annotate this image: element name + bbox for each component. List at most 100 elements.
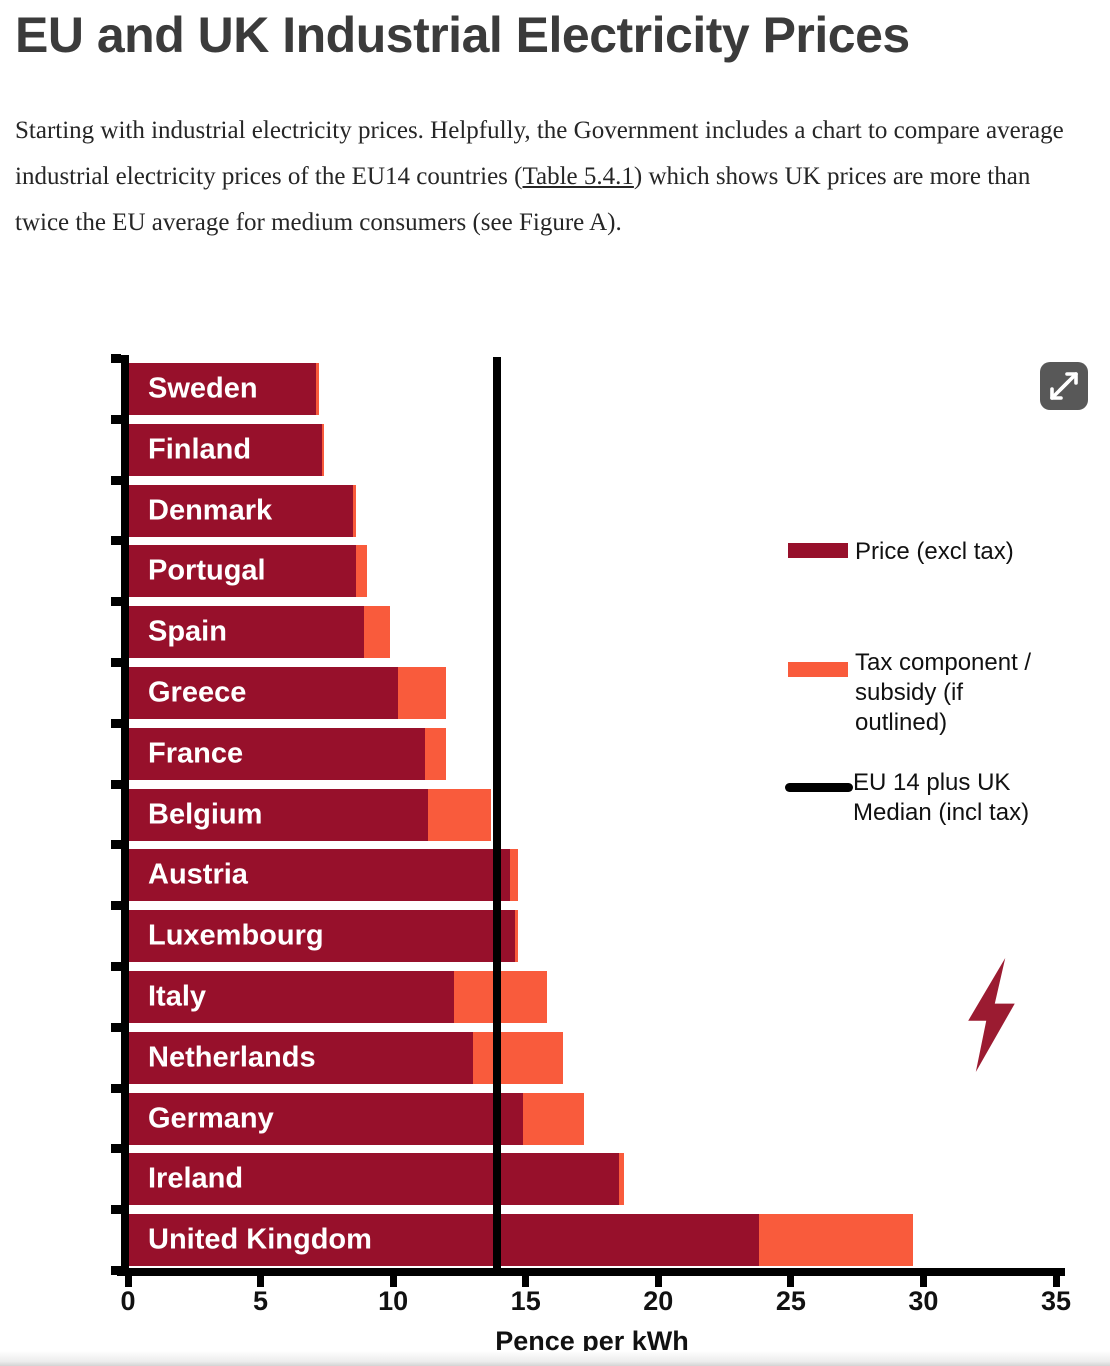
expand-chart-button[interactable] (1040, 362, 1088, 410)
country-label: Belgium (148, 798, 263, 831)
country-label: Italy (148, 980, 207, 1013)
tax-component-segment (316, 363, 319, 415)
x-tick-label: 15 (510, 1286, 541, 1316)
x-tick (389, 1276, 397, 1287)
tax-component-segment (356, 545, 367, 598)
price-excl-tax-swatch (788, 543, 848, 558)
bar-row-spain: Spain (0, 606, 1110, 659)
country-label: Greece (148, 676, 247, 709)
price-excl-tax-segment (128, 423, 322, 476)
tax-component-segment (618, 1153, 624, 1206)
country-label: Netherlands (148, 1041, 316, 1074)
x-tick-label: 10 (378, 1286, 409, 1316)
country-label: Sweden (148, 372, 258, 405)
y-tick (111, 597, 121, 607)
country-label: Finland (148, 433, 252, 466)
country-label: Denmark (148, 494, 273, 527)
x-tick (919, 1276, 927, 1287)
bar-row-netherlands: Netherlands (0, 1031, 1110, 1084)
y-tick (111, 718, 121, 728)
x-axis-line (117, 1268, 1065, 1276)
legend-label: Price (excl tax) (855, 538, 1014, 565)
y-tick (111, 536, 121, 546)
bar-row-finland: Finland (0, 423, 1110, 476)
expand-arrows-icon (1050, 372, 1078, 400)
y-tick (111, 1266, 121, 1275)
bar-row-luxembourg: Luxembourg (0, 910, 1110, 963)
country-label: Spain (148, 615, 227, 648)
price-excl-tax-segment (128, 484, 354, 537)
y-tick (111, 414, 121, 424)
y-tick (111, 962, 121, 971)
tax-component-segment (353, 484, 356, 537)
price-excl-tax-segment (128, 667, 399, 719)
y-tick (111, 1205, 121, 1215)
price-excl-tax-segment (128, 606, 364, 659)
price-excl-tax-segment (128, 545, 357, 598)
tax-component-segment (759, 1214, 913, 1267)
intro-paragraph: Starting with industrial electricity pri… (15, 108, 1090, 246)
y-tick (111, 658, 121, 667)
intro-text-before: Starting with industrial electricity pri… (15, 117, 1064, 190)
lightning-bolt-icon (968, 958, 1015, 1072)
x-tick (522, 1276, 530, 1287)
median-line-swatch (785, 783, 853, 792)
tax-component-segment (427, 788, 492, 841)
country-label: France (148, 737, 244, 770)
legend-item-tax-component: Tax component / subsidy (if outlined) (788, 648, 1031, 738)
tax-component-segment (424, 727, 447, 780)
y-tick (111, 1022, 121, 1032)
intro-text-after: ) which shows UK prices are more than tw… (15, 163, 1031, 236)
section-divider (0, 1351, 1110, 1366)
x-tick-label: 5 (253, 1286, 269, 1316)
bar-row-united-kingdom: United Kingdom (0, 1214, 1110, 1267)
country-label: Germany (148, 1102, 274, 1135)
country-label: Portugal (148, 554, 266, 587)
bar-row-germany: Germany (0, 1092, 1110, 1145)
x-tick-label: 35 (1040, 1286, 1072, 1316)
price-excl-tax-segment (128, 910, 516, 963)
price-excl-tax-segment (128, 1153, 619, 1206)
tax-component-segment (472, 1031, 563, 1084)
price-excl-tax-segment (128, 849, 510, 902)
bar-row-austria: Austria (0, 849, 1110, 902)
tax-component-segment (509, 849, 518, 902)
x-tick (124, 1276, 132, 1287)
country-label: Ireland (148, 1162, 244, 1195)
legend-item-median: EU 14 plus UK Median (incl tax) (785, 768, 1030, 828)
x-tick (257, 1276, 265, 1287)
bar-row-italy: Italy (0, 971, 1110, 1023)
median-line (492, 357, 501, 1276)
page-title: EU and UK Industrial Electricity Prices (15, 7, 910, 63)
tax-component-segment (523, 1092, 585, 1145)
tax-component-segment (363, 606, 391, 659)
x-tick-label: 20 (643, 1286, 674, 1316)
x-tick-label: 25 (775, 1286, 806, 1316)
country-label: Luxembourg (148, 919, 324, 952)
y-axis-line (121, 355, 129, 1276)
price-excl-tax-segment (128, 1214, 760, 1267)
bar-row-ireland: Ireland (0, 1153, 1110, 1206)
price-excl-tax-segment (128, 1092, 524, 1145)
x-tick (654, 1276, 662, 1287)
price-excl-tax-segment (128, 788, 428, 841)
bar-row-greece: Greece (0, 667, 1110, 719)
y-tick (111, 1083, 121, 1093)
table-5-4-1-link[interactable]: Table 5.4.1 (522, 163, 634, 190)
bar-row-denmark: Denmark (0, 484, 1110, 537)
y-tick (111, 779, 121, 789)
bar-row-sweden: Sweden (0, 363, 1110, 415)
country-label: United Kingdom (148, 1223, 372, 1256)
y-tick (111, 840, 121, 850)
legend-label: EU 14 plus UK Median (incl tax) (853, 769, 1030, 826)
legend-label: Tax component / subsidy (if outlined) (855, 649, 1032, 736)
y-tick (111, 354, 121, 363)
x-tick (787, 1276, 795, 1287)
y-tick (111, 475, 121, 485)
bar-row-france: France (0, 727, 1110, 780)
bar-row-belgium: Belgium (0, 788, 1110, 841)
legend-item-price-excl-tax: Price (excl tax) (788, 537, 1014, 567)
country-label: Austria (148, 858, 248, 891)
tax-component-swatch (788, 662, 848, 677)
